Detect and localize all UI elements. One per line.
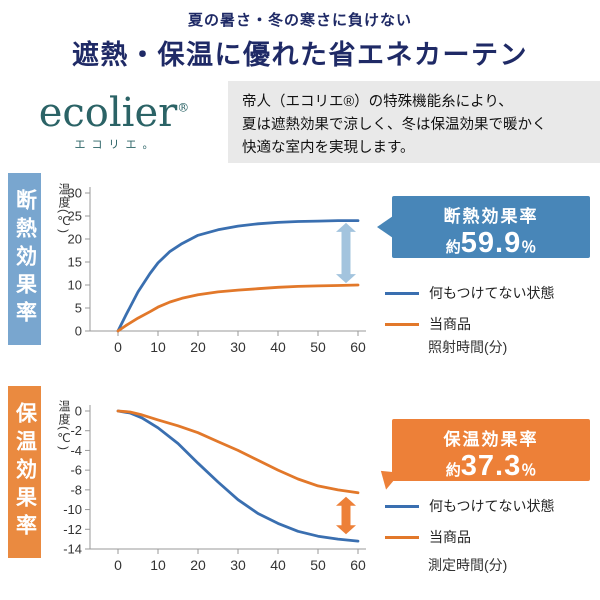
svg-text:0: 0 xyxy=(75,324,82,339)
svg-text:10: 10 xyxy=(68,278,82,293)
svg-text:10: 10 xyxy=(150,339,166,355)
brand-description-line: 快適な室内を実現します。 xyxy=(242,140,415,157)
brand-band: ecolier® エコリエ。 帝人（エコリエ®）の特殊機能糸により、 夏は遮熱効… xyxy=(0,81,600,163)
svg-text:60: 60 xyxy=(350,339,366,355)
insulation-callout-value: 約59.9％ xyxy=(392,228,590,258)
brand-description: 帝人（エコリエ®）の特殊機能糸により、 夏は遮熱効果で涼しく、冬は保温効果で暖か… xyxy=(228,81,600,163)
insulation-rate-callout: 断熱効果率 約59.9％ xyxy=(377,196,590,258)
approx-prefix: 約 xyxy=(445,239,461,256)
insulation-section-label: 断熱効果率 xyxy=(13,189,37,329)
svg-text:-4: -4 xyxy=(70,443,82,458)
insulation-section-label-bar: 断熱効果率 xyxy=(8,173,41,345)
svg-text:20: 20 xyxy=(68,232,82,247)
legend-item-bare: 何もつけてない状態 xyxy=(385,496,554,516)
blue-line-swatch xyxy=(385,504,419,508)
brand-logo-text: ecolier® xyxy=(39,93,190,133)
warmth-chart-ylabel: 温度(℃) xyxy=(57,400,71,451)
percent-unit: ％ xyxy=(521,239,537,256)
logo-wordmark: ecolier xyxy=(38,89,178,136)
registered-mark-icon: ® xyxy=(177,100,190,115)
orange-line-swatch xyxy=(385,535,419,539)
percent-unit: ％ xyxy=(521,462,537,479)
approx-prefix: 約 xyxy=(445,462,461,479)
brand-description-line: 帝人（エコリエ®）の特殊機能糸により、 xyxy=(242,94,513,110)
svg-text:15: 15 xyxy=(68,255,82,270)
svg-text:-14: -14 xyxy=(63,542,82,557)
svg-text:25: 25 xyxy=(68,209,82,224)
insulation-section: 断熱効果率 0 5 10 15 20 25 30 0 10 20 30 40 50 60 照射時間(分) 温… xyxy=(0,171,600,376)
svg-text:50: 50 xyxy=(310,557,326,573)
svg-text:0: 0 xyxy=(114,557,122,573)
warmth-chart-legend: 何もつけてない状態 当商品 xyxy=(385,496,554,547)
warmth-section-label-bar: 保温効果率 xyxy=(8,386,41,558)
legend-label: 当商品 xyxy=(429,316,471,332)
insulation-line-chart: 0 5 10 15 20 25 30 0 10 20 30 40 50 60 照射時間(分) xyxy=(68,186,508,356)
insulation-chart-legend: 何もつけてない状態 当商品 xyxy=(385,283,554,334)
svg-text:-12: -12 xyxy=(63,522,82,537)
svg-text:-8: -8 xyxy=(70,482,82,497)
svg-text:0: 0 xyxy=(75,404,82,419)
header: 夏の暑さ・冬の寒さに負けない 遮熱・保温に優れた省エネカーテン xyxy=(0,0,600,72)
legend-label: 何もつけてない状態 xyxy=(429,498,555,514)
warmth-rate-number: 37.3 xyxy=(460,450,522,482)
legend-item-bare: 何もつけてない状態 xyxy=(385,283,554,303)
svg-text:測定時間(分): 測定時間(分) xyxy=(428,557,507,573)
svg-text:10: 10 xyxy=(150,557,166,573)
legend-label: 当商品 xyxy=(429,529,471,545)
legend-label: 何もつけてない状態 xyxy=(429,285,555,301)
legend-item-product: 当商品 xyxy=(385,527,554,547)
warmth-section-label: 保温効果率 xyxy=(13,402,37,542)
insulation-chart-ylabel: 温度(℃) xyxy=(57,183,71,234)
warmth-callout-title: 保温効果率 xyxy=(443,430,539,449)
orange-line-swatch xyxy=(385,322,419,326)
warmth-rate-callout: 保温効果率 約37.3％ xyxy=(373,419,590,490)
callout-tail-icon xyxy=(377,216,393,238)
svg-text:-6: -6 xyxy=(70,463,82,478)
warmth-line-chart: 0 -2 -4 -6 -8 -10 -12 -14 0 10 20 30 40 50 60 測定時間(分) xyxy=(63,404,507,574)
svg-text:30: 30 xyxy=(230,557,246,573)
insulation-callout-title: 断熱効果率 xyxy=(443,207,539,226)
svg-text:20: 20 xyxy=(190,339,206,355)
svg-text:20: 20 xyxy=(190,557,206,573)
warmth-callout-value: 約37.3％ xyxy=(392,451,590,481)
brand-logo-kana: エコリエ。 xyxy=(74,138,160,151)
svg-text:30: 30 xyxy=(230,339,246,355)
brand-logo: ecolier® エコリエ。 xyxy=(0,81,228,163)
svg-text:50: 50 xyxy=(310,339,326,355)
legend-item-product: 当商品 xyxy=(385,314,554,334)
svg-text:照射時間(分): 照射時間(分) xyxy=(428,339,507,355)
blue-line-swatch xyxy=(385,291,419,295)
svg-text:40: 40 xyxy=(270,339,286,355)
svg-text:30: 30 xyxy=(68,186,82,201)
svg-text:0: 0 xyxy=(114,339,122,355)
warmth-section: 保温効果率 0 -2 -4 -6 -8 -10 -12 -14 0 10 20 30 40 50 60 測定時… xyxy=(0,384,600,599)
svg-text:60: 60 xyxy=(350,557,366,573)
header-tagline: 夏の暑さ・冬の寒さに負けない xyxy=(187,12,412,29)
page-title: 遮熱・保温に優れた省エネカーテン xyxy=(72,40,528,70)
insulation-rate-number: 59.9 xyxy=(460,227,522,259)
svg-text:-2: -2 xyxy=(70,423,82,438)
brand-description-line: 夏は遮熱効果で涼しく、冬は保温効果で暖かく xyxy=(242,117,547,134)
svg-text:5: 5 xyxy=(75,301,82,316)
svg-text:-10: -10 xyxy=(63,502,82,517)
svg-text:40: 40 xyxy=(270,557,286,573)
